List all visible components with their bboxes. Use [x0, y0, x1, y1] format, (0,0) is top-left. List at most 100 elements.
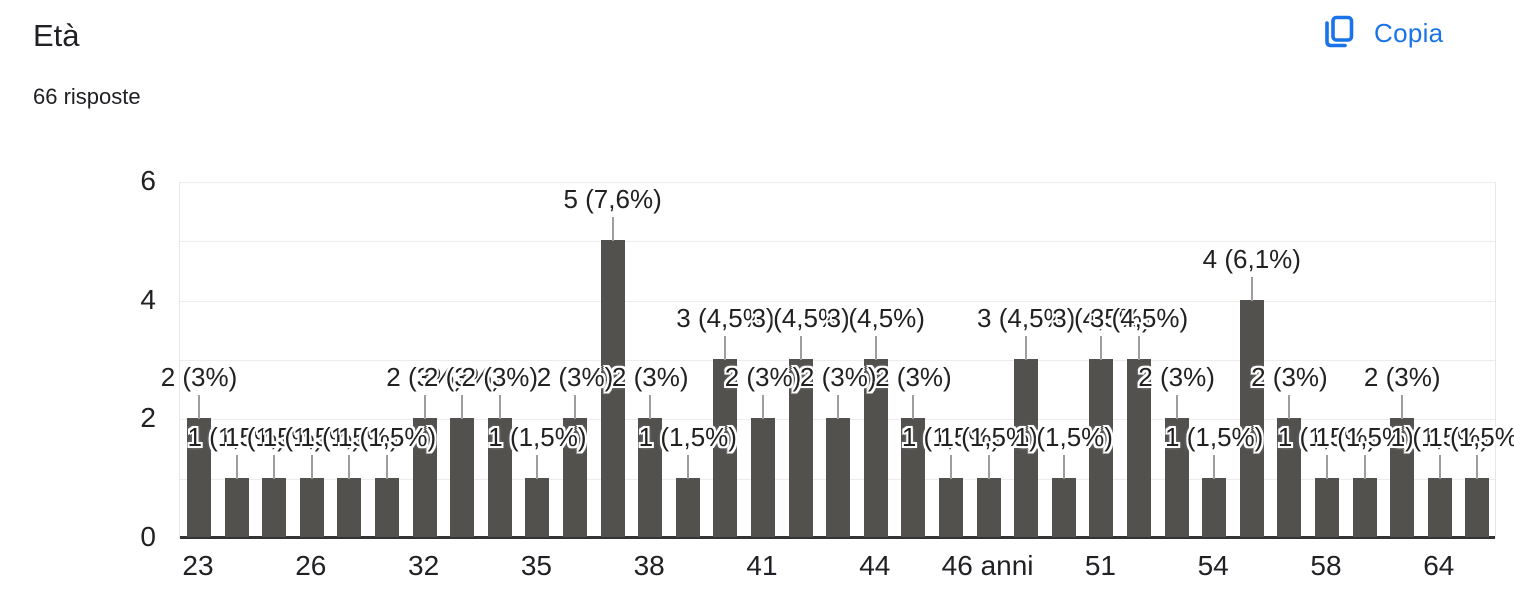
copy-button[interactable]: Copia [1318, 12, 1443, 54]
bar-label-stem [837, 395, 840, 420]
bar [939, 477, 963, 537]
bar-label: 2 (3%) [423, 362, 501, 393]
bar-label: 1 (1,5%) [488, 421, 587, 452]
bar [1089, 359, 1114, 537]
bar-label-stem [1175, 395, 1178, 420]
bar-label-stem [386, 454, 388, 479]
bar [1202, 477, 1227, 537]
copy-button-label: Copia [1374, 17, 1444, 48]
bar-label-stem [574, 395, 576, 420]
bar-label: 1 (1,5%) [1277, 421, 1377, 452]
bar-label: 1 (1,5%) [225, 421, 324, 452]
bar-label-stem [235, 454, 238, 479]
gridline [180, 182, 1495, 183]
bar-label-stem [1476, 454, 1479, 479]
bar-label-stem [987, 454, 990, 479]
x-tick-label: 44 [859, 550, 891, 581]
bar-label: 2 (3%) [1138, 362, 1215, 393]
bar-label-stem [649, 395, 652, 420]
bar [976, 477, 1001, 537]
bar-label: 1 (1,5%) [1428, 421, 1514, 452]
bar [638, 418, 663, 537]
bar-label: 3 (4,5%) [977, 303, 1076, 333]
bar-label: 3 (4,5%) [676, 303, 775, 333]
bar [375, 477, 399, 537]
bar-label-stem [423, 395, 426, 420]
bar-label: 3 (4,5%) [1052, 303, 1151, 333]
bar-label: 2 (3%) [875, 362, 952, 393]
x-tick-label: 58 [1310, 550, 1342, 581]
bar-label-stem [198, 395, 200, 420]
bar-label-stem [461, 395, 464, 420]
bar-label-stem [799, 336, 802, 360]
x-tick-label: 32 [408, 550, 440, 581]
bar-label-stem [1138, 336, 1140, 360]
bar [675, 477, 700, 537]
x-tick-label: 46 anni [941, 550, 1034, 581]
bar [1315, 477, 1339, 537]
x-axis-baseline [180, 536, 1495, 539]
bar-label-stem [950, 454, 952, 479]
bar [1164, 418, 1189, 537]
gridline [180, 300, 1495, 302]
gridline [180, 241, 1495, 243]
bar-label-stem [611, 217, 614, 242]
bar-label: 1 (1,5%) [901, 421, 1001, 452]
x-tick-label: 54 [1197, 550, 1229, 581]
bar-label: 1 (1,5%) [939, 421, 1038, 452]
bar [1427, 477, 1452, 537]
bar [1465, 477, 1490, 537]
bar-label: 2 (3%) [1251, 362, 1328, 393]
bar-label: 3 (4,5%) [1089, 303, 1189, 333]
x-tick-label: 23 [182, 550, 214, 581]
bar-label-stem [1288, 395, 1291, 420]
bar-label: 1 (1,5%) [262, 421, 361, 452]
bar-label-stem [874, 336, 877, 360]
bar-label-stem [1025, 336, 1028, 360]
bar-label-stem [1250, 276, 1253, 301]
bar-label: 1 (1,5%) [337, 421, 437, 452]
bar [751, 418, 775, 537]
bar-label: 3 (4,5%) [751, 303, 850, 333]
bar-label-stem [498, 395, 501, 420]
bar [187, 418, 211, 537]
bar-label: 1 (1,5%) [300, 421, 399, 452]
bar-label-stem [1062, 454, 1065, 479]
bar-label-stem [686, 454, 689, 479]
bar [262, 477, 287, 537]
bar-label: 4 (6,1%) [1202, 243, 1301, 274]
bar [1051, 477, 1076, 537]
bar-label-stem [724, 336, 727, 360]
bar-label: 2 (3%) [386, 362, 463, 393]
bar [600, 240, 625, 537]
x-tick-label: 51 [1084, 550, 1116, 581]
y-tick-label: 2 [140, 402, 156, 434]
bar-label-stem [536, 454, 539, 479]
bar-label-stem [348, 454, 351, 479]
bar-label-stem [1100, 336, 1103, 360]
bar-label: 1 (1,5%) [1014, 421, 1113, 452]
y-tick-label: 0 [140, 521, 156, 552]
bar-label: 1 (1,5%) [187, 421, 286, 452]
bar [337, 477, 362, 537]
bar-label: 1 (1,5%) [1390, 421, 1489, 452]
bar [525, 477, 550, 537]
bar-label-stem [1213, 454, 1216, 479]
bar-label: 2 (3%) [1363, 362, 1441, 393]
bar-label: 3 (4,5%) [826, 303, 925, 333]
bar-label: 2 (3%) [461, 362, 539, 393]
bar-label-stem [912, 395, 915, 420]
bar-label-stem [273, 454, 276, 479]
y-tick-label: 4 [140, 283, 156, 315]
bar [826, 418, 851, 537]
x-tick-label: 41 [746, 550, 778, 581]
bar [450, 418, 475, 537]
bar [487, 418, 512, 537]
bar-label: 1 (1,5%) [1315, 421, 1414, 452]
bar [1239, 299, 1264, 537]
bar [713, 359, 738, 537]
bar [863, 359, 888, 537]
bar-label: 2 (3%) [724, 362, 802, 393]
page-title: Età [33, 18, 80, 53]
